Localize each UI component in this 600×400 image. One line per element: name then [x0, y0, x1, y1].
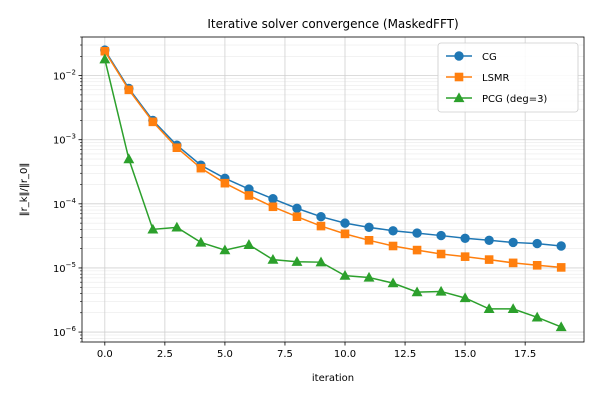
data-point: [483, 303, 495, 314]
data-point: [244, 191, 254, 200]
data-point: [387, 277, 399, 288]
legend-label: LSMR: [482, 73, 510, 84]
y-axis-title: ‖r_k‖/‖r_0‖: [19, 163, 30, 217]
data-point: [219, 244, 231, 255]
data-point: [316, 221, 326, 231]
series-group: [99, 45, 567, 332]
x-tick-label: 2.5: [157, 349, 173, 360]
data-point: [556, 241, 566, 251]
data-point: [220, 178, 230, 188]
y-axis: 10−6 10−5 10−4 10−3 10−2: [53, 36, 82, 343]
data-point: [460, 233, 470, 244]
x-axis-title: iteration: [312, 373, 354, 384]
data-point: [291, 256, 303, 266]
x-tick-label: 7.5: [277, 349, 293, 360]
x-tick-label: 12.5: [394, 349, 416, 360]
data-point: [435, 285, 447, 296]
data-point: [340, 218, 350, 228]
data-point: [388, 226, 398, 236]
data-point: [339, 269, 351, 280]
data-point: [124, 85, 134, 95]
data-point: [364, 235, 374, 245]
chart-title: Iterative solver convergence (MaskedFFT): [207, 17, 458, 31]
y-tick-label: 10−3: [53, 133, 76, 147]
x-axis: 0.0 2.5 5.0 7.5 10.0 12.5 15.0 17.5: [97, 342, 536, 360]
series-2: [99, 53, 567, 332]
y-tick-label: 10−6: [53, 325, 77, 339]
x-tick-label: 15.0: [454, 349, 476, 360]
y-tick-label: 10−5: [53, 261, 76, 275]
data-point: [532, 260, 542, 270]
x-tick-label: 17.5: [514, 349, 536, 360]
data-point: [436, 249, 446, 259]
data-point: [363, 271, 375, 282]
legend-marker: [453, 92, 465, 103]
data-point: [507, 303, 519, 314]
plot-area-frame: [81, 36, 585, 343]
data-point: [171, 221, 183, 232]
data-point: [460, 252, 470, 261]
data-point: [172, 143, 182, 153]
data-point: [508, 237, 518, 248]
data-point: [316, 212, 326, 222]
x-tick-label: 5.0: [217, 349, 233, 360]
data-point: [99, 53, 111, 64]
data-point: [484, 255, 494, 264]
data-point: [436, 230, 446, 241]
legend-label: CG: [482, 52, 497, 63]
data-point: [459, 292, 471, 303]
data-point: [243, 239, 255, 249]
data-point: [531, 311, 543, 322]
data-point: [147, 223, 159, 234]
data-point: [340, 229, 350, 239]
legend-label: PCG (deg=3): [482, 94, 547, 105]
data-point: [556, 263, 566, 272]
legend-frame: [437, 42, 579, 113]
data-point: [412, 245, 422, 255]
data-point: [292, 212, 302, 222]
data-point: [195, 236, 207, 247]
data-point: [292, 203, 302, 214]
data-point: [123, 153, 135, 164]
legend-marker: [454, 51, 464, 61]
legend: CG LSMR PCG (deg=3): [437, 42, 579, 113]
data-point: [388, 241, 398, 251]
data-point: [315, 256, 327, 267]
data-point: [508, 258, 518, 268]
data-point: [412, 228, 422, 238]
data-point: [555, 321, 567, 332]
x-tick-label: 0.0: [97, 349, 113, 360]
x-tick-label: 10.0: [334, 349, 356, 360]
data-point: [268, 202, 278, 212]
y-tick-label: 10−4: [53, 197, 77, 211]
data-point: [148, 117, 158, 127]
data-point: [196, 163, 206, 173]
series-1: [100, 46, 566, 272]
legend-marker: [454, 72, 464, 82]
data-point: [268, 194, 278, 204]
data-point: [364, 222, 374, 233]
data-point: [532, 238, 542, 249]
data-point: [484, 235, 494, 245]
y-tick-label: 10−2: [53, 69, 76, 83]
data-point: [411, 286, 423, 297]
data-point: [267, 253, 279, 264]
